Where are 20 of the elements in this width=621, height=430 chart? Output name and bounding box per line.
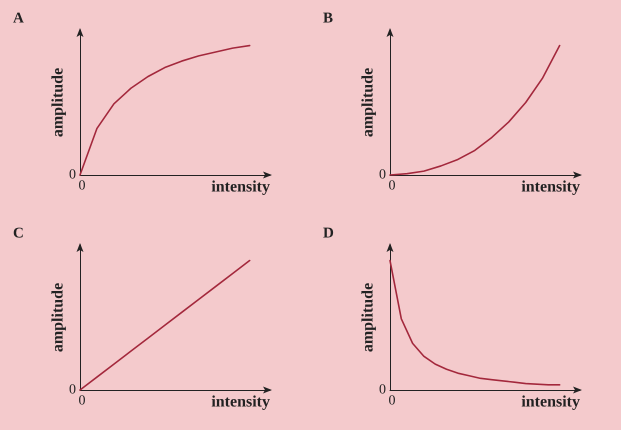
y-axis-title: amplitude — [360, 68, 376, 138]
y-axis-title: amplitude — [360, 282, 376, 352]
x-axis-title: intensity — [211, 178, 270, 196]
text: 0 — [388, 394, 396, 408]
text: 0 — [379, 382, 386, 398]
chart-title: A — [13, 10, 24, 26]
chart-title: B — [323, 10, 334, 26]
text: 0 — [379, 168, 386, 182]
chart-title: D — [323, 226, 334, 242]
text: 0 — [69, 382, 76, 398]
x-axis-title: intensity — [521, 394, 580, 410]
x-axis-title: intensity — [211, 394, 270, 410]
y-axis-title: amplitude — [50, 282, 66, 352]
x-axis-title: intensity — [521, 178, 580, 196]
text: 0 — [78, 394, 86, 408]
y-axis-title: amplitude — [50, 68, 66, 138]
text: 0 — [388, 178, 396, 194]
text: 0 — [69, 168, 76, 182]
chart-title: C — [13, 226, 24, 242]
text: 0 — [78, 178, 86, 194]
